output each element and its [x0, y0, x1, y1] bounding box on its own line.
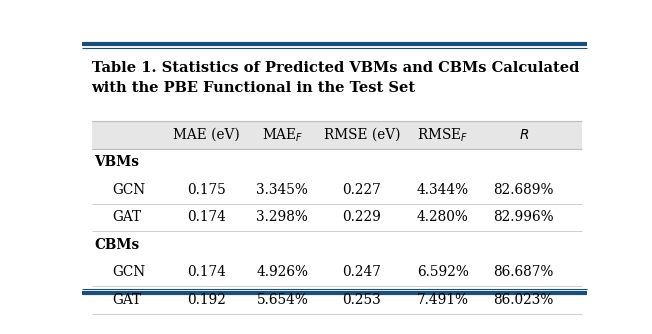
Text: 82.689%: 82.689% — [494, 183, 554, 197]
Text: 4.280%: 4.280% — [417, 210, 469, 224]
Text: GAT: GAT — [112, 293, 141, 307]
Text: 0.192: 0.192 — [187, 293, 226, 307]
Text: 0.229: 0.229 — [342, 210, 381, 224]
Text: GCN: GCN — [112, 183, 145, 197]
Text: 0.227: 0.227 — [342, 183, 381, 197]
Text: Table 1. Statistics of Predicted VBMs and CBMs Calculated: Table 1. Statistics of Predicted VBMs an… — [91, 61, 579, 75]
Text: RMSE$_F$: RMSE$_F$ — [417, 126, 468, 144]
Text: $R$: $R$ — [518, 128, 529, 142]
Text: 0.174: 0.174 — [187, 266, 226, 280]
FancyBboxPatch shape — [91, 121, 582, 149]
Text: with the PBE Functional in the Test Set: with the PBE Functional in the Test Set — [91, 81, 416, 95]
Text: 82.996%: 82.996% — [494, 210, 554, 224]
Text: 0.253: 0.253 — [342, 293, 381, 307]
Text: RMSE (eV): RMSE (eV) — [323, 128, 400, 142]
Text: 86.023%: 86.023% — [494, 293, 554, 307]
Text: 0.175: 0.175 — [187, 183, 226, 197]
Text: CBMs: CBMs — [94, 238, 140, 252]
Text: 0.247: 0.247 — [342, 266, 381, 280]
Text: 4.344%: 4.344% — [417, 183, 469, 197]
Text: 0.174: 0.174 — [187, 210, 226, 224]
Text: 3.298%: 3.298% — [256, 210, 308, 224]
Text: VBMs: VBMs — [94, 155, 139, 169]
Text: 6.592%: 6.592% — [417, 266, 469, 280]
Text: GAT: GAT — [112, 210, 141, 224]
Text: 7.491%: 7.491% — [417, 293, 469, 307]
Text: 4.926%: 4.926% — [256, 266, 308, 280]
Text: 5.654%: 5.654% — [256, 293, 308, 307]
Text: MAE$_F$: MAE$_F$ — [261, 126, 303, 144]
Text: GCN: GCN — [112, 266, 145, 280]
Text: 3.345%: 3.345% — [256, 183, 308, 197]
Text: 86.687%: 86.687% — [494, 266, 554, 280]
Text: MAE (eV): MAE (eV) — [173, 128, 240, 142]
